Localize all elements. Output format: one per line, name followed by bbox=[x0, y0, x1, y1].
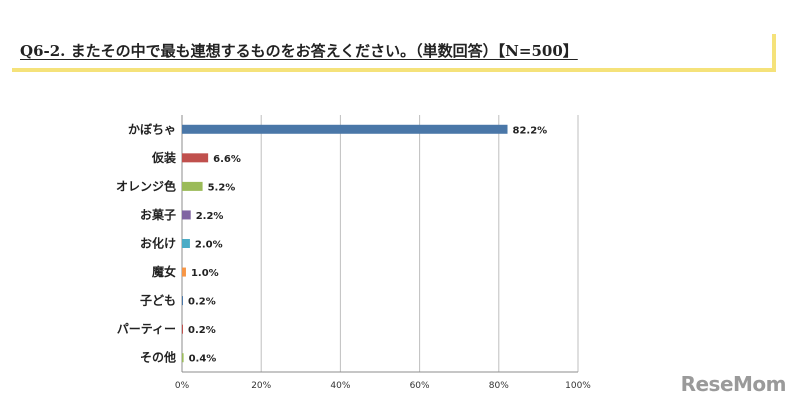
chart-title: Q6-2. またその中で最も連想するものをお答えください。（単数回答）【N=50… bbox=[20, 42, 578, 60]
data-label: 2.0% bbox=[195, 240, 223, 251]
category-label: かぼちゃ bbox=[128, 122, 176, 136]
category-label: 仮装 bbox=[151, 150, 176, 165]
category-label: 子ども bbox=[140, 294, 176, 308]
data-label: 0.2% bbox=[188, 325, 216, 336]
bar bbox=[182, 210, 191, 220]
category-label: その他 bbox=[140, 350, 176, 365]
data-label: 6.6% bbox=[213, 154, 241, 165]
data-label: 82.2% bbox=[513, 125, 548, 136]
category-label: お化け bbox=[140, 236, 176, 251]
category-label: お菓子 bbox=[140, 207, 176, 222]
bar bbox=[182, 239, 190, 248]
x-tick-label: 60% bbox=[410, 381, 430, 391]
bar bbox=[182, 353, 184, 363]
bar bbox=[182, 324, 183, 334]
data-label: 5.2% bbox=[208, 182, 236, 193]
data-label: 0.2% bbox=[188, 297, 216, 308]
x-tick-label: 20% bbox=[251, 381, 271, 391]
category-label: オレンジ色 bbox=[116, 178, 176, 193]
x-tick-label: 100% bbox=[565, 381, 591, 391]
bar bbox=[182, 153, 209, 163]
data-label: 1.0% bbox=[191, 268, 219, 279]
x-tick-label: 80% bbox=[489, 381, 509, 391]
bar bbox=[182, 124, 508, 134]
bar bbox=[182, 296, 183, 306]
title-banner: Q6-2. またその中で最も連想するものをお答えください。（単数回答）【N=50… bbox=[12, 34, 776, 72]
data-label: 0.4% bbox=[189, 354, 217, 365]
category-label: 魔女 bbox=[152, 264, 176, 279]
data-label: 2.2% bbox=[196, 211, 224, 222]
bar bbox=[182, 267, 186, 277]
x-tick-label: 40% bbox=[330, 381, 350, 391]
bar bbox=[182, 181, 203, 191]
labels: 0% 20% 40% 60% 80% 100% かぼちゃ 82.2% 仮装 6.6% オレンジ色 5.… bbox=[116, 122, 591, 391]
gridlines bbox=[181, 115, 579, 373]
x-tick-label: 0% bbox=[175, 381, 190, 391]
bars bbox=[182, 124, 508, 363]
category-label: パーティー bbox=[117, 322, 176, 336]
resemom-logo: ReseMom bbox=[680, 372, 787, 396]
